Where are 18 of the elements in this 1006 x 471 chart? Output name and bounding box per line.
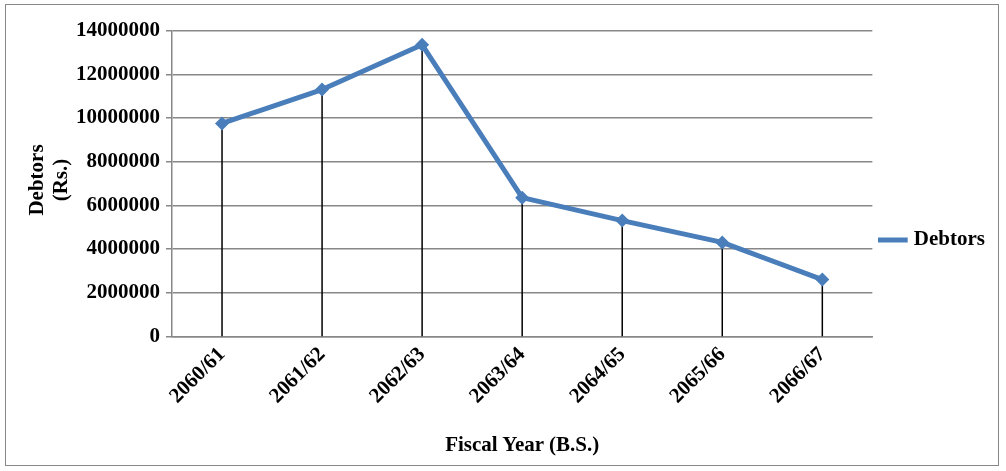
y-tick-label: 6000000	[86, 191, 160, 216]
point	[615, 213, 630, 228]
x-axis-title: Fiscal Year (B.S.)	[445, 431, 600, 456]
y-tick-label: 8000000	[86, 148, 160, 173]
point	[715, 235, 730, 250]
y-tick-label: 2000000	[86, 279, 160, 304]
y-tick-label: 4000000	[86, 235, 160, 260]
point	[215, 116, 230, 131]
y-tick-label: 0	[149, 322, 160, 347]
y-tick-label: 14000000	[76, 17, 160, 42]
y-tick-label: 10000000	[76, 104, 160, 129]
point	[415, 37, 430, 52]
legend-label: Debtors	[913, 226, 985, 251]
point	[315, 82, 330, 97]
y-tick-label: 12000000	[76, 60, 160, 85]
point	[815, 272, 830, 287]
point	[515, 190, 530, 205]
y-axis-title: Debtors (Rs.)	[24, 144, 72, 216]
